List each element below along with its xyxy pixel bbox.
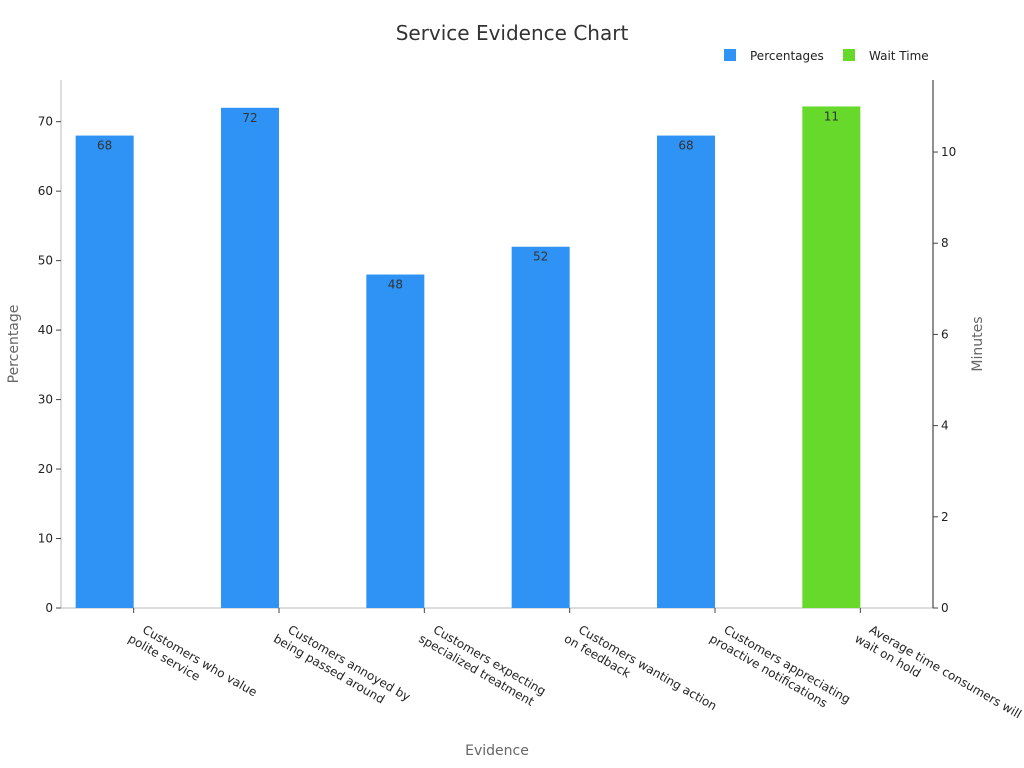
bar	[511, 246, 570, 608]
bar	[802, 106, 861, 609]
x-tick-label: Customers annoyed bybeing passed around	[271, 618, 413, 717]
legend-swatch	[724, 49, 736, 61]
y2-tick-label: 4	[941, 419, 949, 433]
y2-axis-title: Minutes	[970, 316, 986, 371]
x-tick-label: Customers who valuepolite service	[126, 618, 260, 712]
y2-tick-label: 8	[941, 236, 949, 250]
x-axis-title: Evidence	[465, 743, 529, 759]
bar-value-label: 68	[97, 139, 112, 153]
bar-value-label: 52	[533, 250, 548, 264]
y-tick-label: 10	[38, 532, 53, 546]
y-tick-label: 0	[45, 601, 53, 615]
bar-value-label: 48	[388, 278, 403, 292]
x-tick-label-line: Average time consumers will	[867, 622, 1024, 721]
bar-value-label: 72	[242, 111, 257, 125]
x-tick-label: Customers appreciatingproactive notifica…	[707, 618, 853, 719]
x-tick-label-line: Customers annoyed by	[286, 622, 413, 704]
bar	[75, 135, 134, 608]
y-tick-label: 20	[38, 462, 53, 476]
bars	[75, 106, 861, 609]
x-tick-label-line: Customers wanting action	[576, 622, 719, 713]
legend-label: Percentages	[750, 49, 824, 63]
x-tick-label: Average time consumers willwait on hold	[852, 618, 1024, 734]
bar-value-label: 68	[678, 139, 693, 153]
bar	[221, 107, 279, 608]
y2-tick-label: 0	[941, 601, 949, 615]
x-tick-label: Customers wanting actionon feedback	[562, 618, 720, 726]
y-tick-label: 50	[38, 254, 53, 268]
y2-tick-label: 2	[941, 510, 949, 524]
y-tick-label: 70	[38, 115, 53, 129]
y2-tick-label: 6	[941, 327, 949, 341]
y-tick-label: 30	[38, 393, 53, 407]
y2-tick-label: 10	[941, 145, 956, 159]
bar	[657, 135, 715, 608]
y-tick-label: 40	[38, 323, 53, 337]
bar-value-label: 11	[824, 109, 839, 123]
legend-swatch	[843, 49, 855, 61]
y-tick-label: 60	[38, 184, 53, 198]
x-tick-label: Customers expectingspecialized treatment	[416, 618, 548, 711]
chart-title: Service Evidence Chart	[396, 21, 629, 45]
x-tick-label-line: Customers appreciating	[722, 622, 853, 706]
data-labels: 68 72 48 52 68 11	[97, 109, 839, 291]
y-axis-title: Percentage	[6, 305, 22, 384]
legend-label: Wait Time	[869, 49, 929, 63]
bar	[366, 274, 425, 608]
legend: Percentages Wait Time	[724, 49, 929, 63]
